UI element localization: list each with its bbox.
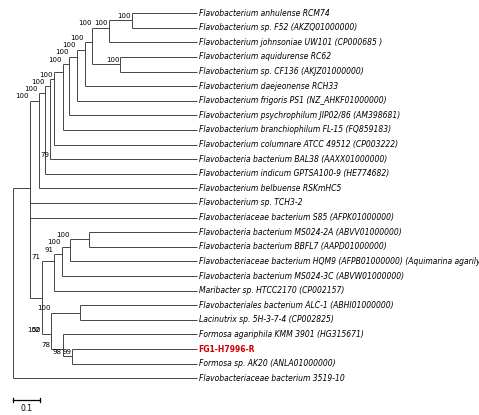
Text: 100: 100	[55, 49, 68, 56]
Text: Flavobacteria bacterium BBFL7 (AAPD01000000): Flavobacteria bacterium BBFL7 (AAPD01000…	[199, 242, 387, 251]
Text: 100: 100	[117, 13, 131, 19]
Text: 100: 100	[24, 86, 38, 92]
Text: 100: 100	[63, 42, 76, 48]
Text: Flavobacterium belbuense RSKmHC5: Flavobacterium belbuense RSKmHC5	[199, 184, 341, 193]
Text: 100: 100	[94, 20, 108, 26]
Text: 0.1: 0.1	[21, 404, 33, 413]
Text: Flavobacteriaceae bacterium 3519-10: Flavobacteriaceae bacterium 3519-10	[199, 374, 344, 383]
Text: Flavobacterium indicum GPTSA100-9 (HE774682): Flavobacterium indicum GPTSA100-9 (HE774…	[199, 169, 389, 178]
Text: FG1-H7996-R: FG1-H7996-R	[199, 344, 255, 354]
Text: Flavobacterium sp. CF136 (AKJZ01000000): Flavobacterium sp. CF136 (AKJZ01000000)	[199, 67, 364, 76]
Text: Formosa sp. AK20 (ANLA01000000): Formosa sp. AK20 (ANLA01000000)	[199, 359, 335, 368]
Text: 79: 79	[40, 152, 49, 159]
Text: 100: 100	[40, 72, 53, 78]
Text: 100: 100	[16, 93, 29, 99]
Text: 78: 78	[41, 342, 50, 348]
Text: Flavobacteriaceae bacterium HQM9 (AFPB01000000) (Aquimarina agarilytica): Flavobacteriaceae bacterium HQM9 (AFPB01…	[199, 257, 479, 266]
Text: 100: 100	[48, 57, 62, 63]
Text: Lacinutrix sp. 5H-3-7-4 (CP002825): Lacinutrix sp. 5H-3-7-4 (CP002825)	[199, 315, 333, 325]
Text: Flavobacteria bacterium MS024-3C (ABVW01000000): Flavobacteria bacterium MS024-3C (ABVW01…	[199, 271, 404, 281]
Text: 100: 100	[31, 79, 45, 85]
Text: 100: 100	[47, 239, 61, 245]
Text: Flavobacterium branchiophilum FL-15 (FQ859183): Flavobacterium branchiophilum FL-15 (FQ8…	[199, 125, 391, 134]
Text: 100: 100	[78, 20, 91, 26]
Text: 99: 99	[62, 349, 71, 355]
Text: 100: 100	[37, 305, 50, 311]
Text: 100: 100	[27, 327, 41, 333]
Text: Flavobacterium anhulense RCM74: Flavobacterium anhulense RCM74	[199, 9, 330, 17]
Text: 98: 98	[53, 349, 62, 355]
Text: 91: 91	[44, 247, 53, 253]
Text: Maribacter sp. HTCC2170 (CP002157): Maribacter sp. HTCC2170 (CP002157)	[199, 286, 344, 295]
Text: Flavobacterium johnsoniae UW101 (CP000685 ): Flavobacterium johnsoniae UW101 (CP00068…	[199, 38, 382, 47]
Text: 71: 71	[32, 254, 41, 260]
Text: Flavobacteriaceae bacterium S85 (AFPK01000000): Flavobacteriaceae bacterium S85 (AFPK010…	[199, 213, 394, 222]
Text: Flavobacteria bacterium BAL38 (AAXX01000000): Flavobacteria bacterium BAL38 (AAXX01000…	[199, 155, 387, 164]
Text: 100: 100	[106, 57, 119, 63]
Text: Flavobacterium psychrophilum JIP02/86 (AM398681): Flavobacterium psychrophilum JIP02/86 (A…	[199, 111, 400, 120]
Text: Flavobacteriales bacterium ALC-1 (ABHI01000000): Flavobacteriales bacterium ALC-1 (ABHI01…	[199, 301, 393, 310]
Text: Flavobacterium frigoris PS1 (NZ_AHKF01000000): Flavobacterium frigoris PS1 (NZ_AHKF0100…	[199, 96, 387, 105]
Text: Flavobacterium sp. TCH3-2: Flavobacterium sp. TCH3-2	[199, 198, 302, 208]
Text: Formosa agariphila KMM 3901 (HG315671): Formosa agariphila KMM 3901 (HG315671)	[199, 330, 364, 339]
Text: 52: 52	[32, 327, 41, 333]
Text: Flavobacterium sp. F52 (AKZQ01000000): Flavobacterium sp. F52 (AKZQ01000000)	[199, 23, 357, 32]
Text: Flavobacterium columnare ATCC 49512 (CP003222): Flavobacterium columnare ATCC 49512 (CP0…	[199, 140, 398, 149]
Text: 100: 100	[70, 35, 84, 41]
Text: Flavobacterium aquidurense RC62: Flavobacterium aquidurense RC62	[199, 52, 331, 61]
Text: 100: 100	[56, 232, 69, 238]
Text: Flavobacterium daejeonense RCH33: Flavobacterium daejeonense RCH33	[199, 82, 338, 90]
Text: Flavobacteria bacterium MS024-2A (ABVV01000000): Flavobacteria bacterium MS024-2A (ABVV01…	[199, 228, 401, 237]
